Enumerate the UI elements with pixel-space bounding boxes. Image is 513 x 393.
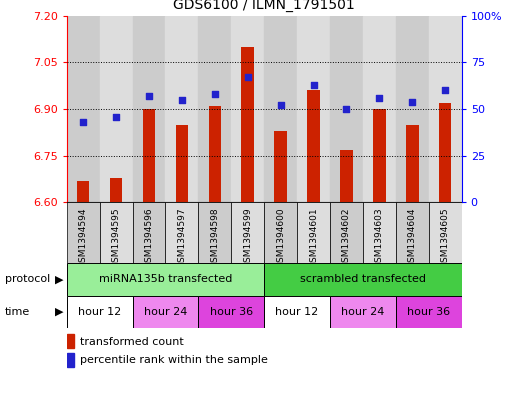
Text: GSM1394601: GSM1394601 [309, 207, 318, 268]
Bar [165, 202, 199, 263]
Text: GSM1394599: GSM1394599 [243, 207, 252, 268]
Bar [165, 16, 199, 202]
Bar [231, 16, 264, 202]
Bar [209, 106, 221, 202]
Bar [143, 109, 155, 202]
Bar [100, 202, 132, 263]
Text: transformed count: transformed count [80, 336, 184, 347]
Bar [297, 202, 330, 263]
Text: hour 24: hour 24 [341, 307, 385, 317]
Point [277, 102, 285, 108]
Title: GDS6100 / ILMN_1791501: GDS6100 / ILMN_1791501 [173, 0, 355, 12]
Bar [264, 296, 330, 328]
Text: scrambled transfected: scrambled transfected [300, 274, 426, 285]
Point [441, 87, 449, 94]
Bar [396, 296, 462, 328]
Text: hour 12: hour 12 [78, 307, 121, 317]
Bar [429, 16, 462, 202]
Bar [77, 181, 89, 202]
Point [342, 106, 350, 112]
Bar [330, 202, 363, 263]
Text: protocol: protocol [5, 274, 50, 285]
Bar [274, 131, 287, 202]
Bar [406, 125, 419, 202]
Bar [132, 296, 199, 328]
Bar [132, 202, 165, 263]
Text: GSM1394597: GSM1394597 [177, 207, 186, 268]
Bar [340, 149, 353, 202]
Point [145, 93, 153, 99]
Text: ▶: ▶ [55, 274, 64, 285]
Bar [396, 202, 429, 263]
Text: GSM1394595: GSM1394595 [111, 207, 121, 268]
Text: GSM1394602: GSM1394602 [342, 207, 351, 268]
Text: ▶: ▶ [55, 307, 64, 317]
Bar [330, 16, 363, 202]
Text: GSM1394596: GSM1394596 [145, 207, 153, 268]
Text: hour 36: hour 36 [210, 307, 253, 317]
Bar [264, 202, 297, 263]
Text: miRNA135b transfected: miRNA135b transfected [99, 274, 232, 285]
Text: GSM1394598: GSM1394598 [210, 207, 220, 268]
Bar [297, 16, 330, 202]
Bar [264, 263, 462, 296]
Point [376, 95, 384, 101]
Bar [373, 109, 386, 202]
Text: hour 12: hour 12 [275, 307, 319, 317]
Bar [67, 202, 100, 263]
Bar [199, 16, 231, 202]
Text: GSM1394600: GSM1394600 [276, 207, 285, 268]
Text: hour 36: hour 36 [407, 307, 450, 317]
Bar [199, 202, 231, 263]
Text: GSM1394605: GSM1394605 [441, 207, 450, 268]
Bar [231, 202, 264, 263]
Bar [110, 178, 122, 202]
Text: GSM1394594: GSM1394594 [78, 207, 88, 268]
Text: time: time [5, 307, 30, 317]
Bar [132, 16, 165, 202]
Bar [363, 16, 396, 202]
Point [211, 91, 219, 97]
Bar [199, 296, 264, 328]
Point [309, 82, 318, 88]
Text: GSM1394603: GSM1394603 [375, 207, 384, 268]
Point [112, 113, 120, 119]
Bar [429, 202, 462, 263]
Bar [242, 47, 254, 202]
Bar [67, 334, 74, 348]
Bar [175, 125, 188, 202]
Point [408, 98, 417, 105]
Bar [67, 16, 100, 202]
Text: percentile rank within the sample: percentile rank within the sample [80, 355, 268, 365]
Point [178, 97, 186, 103]
Bar [363, 202, 396, 263]
Bar [67, 296, 132, 328]
Bar [330, 296, 396, 328]
Bar [67, 263, 264, 296]
Bar [396, 16, 429, 202]
Text: hour 24: hour 24 [144, 307, 187, 317]
Bar [307, 90, 320, 202]
Bar [67, 353, 74, 367]
Bar [264, 16, 297, 202]
Point [244, 74, 252, 81]
Bar [100, 16, 132, 202]
Point [79, 119, 87, 125]
Bar [439, 103, 451, 202]
Text: GSM1394604: GSM1394604 [408, 207, 417, 268]
